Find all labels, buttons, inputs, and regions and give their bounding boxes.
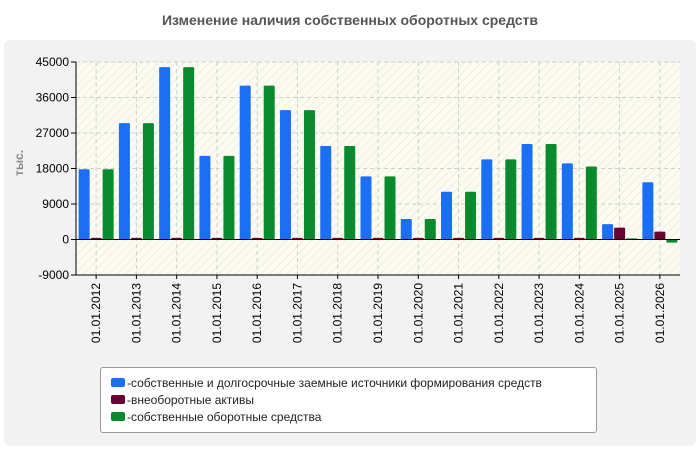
y-axis-label: тыс. — [12, 150, 26, 176]
x-tick-label: 01.01.2024 — [572, 283, 586, 343]
bar — [320, 146, 332, 240]
x-tick-label: 01.01.2014 — [170, 283, 184, 343]
bar — [441, 191, 453, 240]
legend-swatch — [111, 412, 125, 421]
legend-label: внеоборотные активы — [131, 392, 254, 407]
x-tick-label: 01.01.2021 — [452, 283, 466, 343]
bar — [303, 110, 315, 240]
bar — [585, 166, 597, 240]
x-tick-label: 01.01.2025 — [613, 283, 627, 343]
bar — [223, 155, 235, 240]
bar — [263, 85, 275, 240]
legend-swatch — [111, 395, 125, 404]
bar — [465, 191, 477, 240]
bar — [102, 169, 114, 240]
bar — [344, 146, 356, 240]
bar — [78, 169, 90, 240]
bar — [545, 144, 557, 240]
x-tick-label: 01.01.2012 — [89, 283, 103, 343]
x-tick-label: 01.01.2018 — [331, 283, 345, 343]
x-tick-label: 01.01.2023 — [532, 283, 546, 343]
bar — [360, 176, 372, 240]
bar — [384, 176, 396, 240]
bar — [239, 85, 251, 240]
bar — [400, 218, 412, 240]
bar — [183, 67, 195, 240]
bar — [159, 67, 171, 240]
legend-label: собственные и долгосрочные заемные источ… — [131, 375, 542, 390]
bar — [654, 231, 666, 240]
bar — [279, 110, 291, 240]
y-tick-label: -9000 — [38, 268, 69, 282]
x-tick-label: 01.01.2013 — [129, 283, 143, 343]
bar — [118, 123, 130, 240]
bar — [666, 239, 678, 243]
x-tick-label: 01.01.2016 — [250, 283, 264, 343]
bar — [199, 155, 211, 240]
y-tick-label: 27000 — [36, 126, 70, 140]
x-tick-label: 01.01.2020 — [411, 283, 425, 343]
x-tick-label: 01.01.2022 — [492, 283, 506, 343]
y-tick-label: 9000 — [42, 197, 69, 211]
y-tick-label: 0 — [62, 233, 69, 247]
legend-item-sources: - собственные и долгосрочные заемные ист… — [111, 374, 596, 391]
legend-item-working-capital: - собственные оборотные средства — [111, 408, 596, 425]
y-tick-label: 18000 — [36, 162, 70, 176]
x-tick-label: 01.01.2019 — [371, 283, 385, 343]
bar — [142, 123, 154, 240]
bar — [481, 159, 493, 240]
bar — [602, 224, 614, 240]
legend-swatch — [111, 378, 125, 387]
legend-item-noncurrent: - внеоборотные активы — [111, 391, 596, 408]
chart-title: Изменение наличия собственных оборотных … — [161, 12, 539, 28]
y-tick-label: 36000 — [36, 91, 70, 105]
bar — [521, 144, 533, 240]
x-tick-label: 01.01.2015 — [210, 283, 224, 343]
bar — [561, 163, 573, 240]
bar — [424, 218, 436, 240]
bar — [642, 182, 654, 240]
bar — [505, 159, 517, 240]
legend: - собственные и долгосрочные заемные ист… — [100, 367, 597, 433]
x-tick-label: 01.01.2026 — [653, 283, 667, 343]
y-tick-label: 45000 — [36, 55, 70, 69]
bar — [614, 227, 626, 240]
x-tick-label: 01.01.2017 — [290, 283, 304, 343]
legend-label: собственные оборотные средства — [131, 409, 322, 424]
